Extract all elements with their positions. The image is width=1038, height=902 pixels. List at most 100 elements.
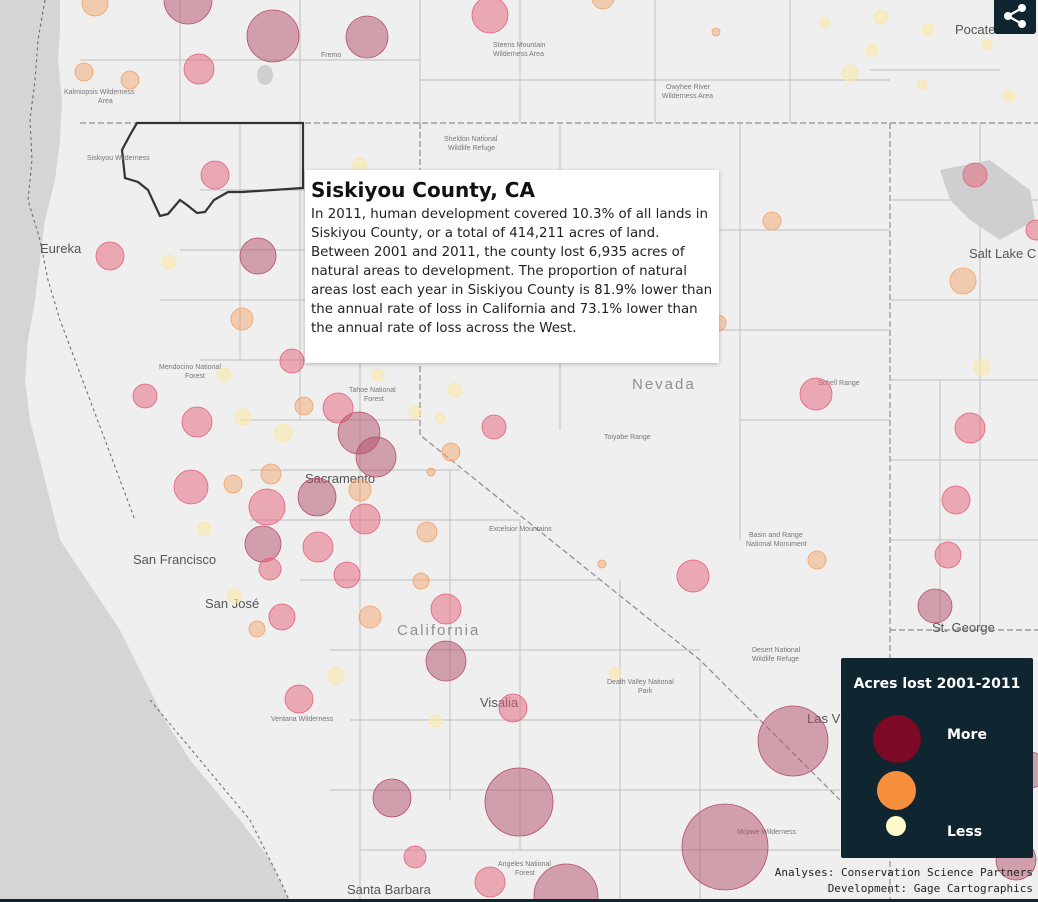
county-circle[interactable] xyxy=(1025,219,1038,241)
county-circle[interactable] xyxy=(234,408,252,426)
county-circle[interactable] xyxy=(591,0,615,10)
county-circle[interactable] xyxy=(183,53,215,85)
county-circle[interactable] xyxy=(434,412,446,424)
svg-text:Schell Range: Schell Range xyxy=(818,380,860,387)
county-circle[interactable] xyxy=(223,474,243,494)
county-circle[interactable] xyxy=(447,382,463,398)
county-circle[interactable] xyxy=(441,442,461,462)
county-circle[interactable] xyxy=(273,423,293,443)
county-circle[interactable] xyxy=(371,368,385,382)
county-popup: Siskiyou County, CA In 2011, human devel… xyxy=(305,170,719,363)
county-circle[interactable] xyxy=(173,469,209,505)
county-circle[interactable] xyxy=(95,241,125,271)
county-circle[interactable] xyxy=(348,478,372,502)
county-circle[interactable] xyxy=(941,485,971,515)
county-circle[interactable] xyxy=(196,521,212,537)
county-circle[interactable] xyxy=(345,15,389,59)
county-circle[interactable] xyxy=(681,803,769,891)
county-circle[interactable] xyxy=(248,620,266,638)
county-circle[interactable] xyxy=(163,0,213,25)
legend: Acres lost 2001-2011 More Less xyxy=(841,658,1033,858)
county-circle[interactable] xyxy=(481,414,507,440)
county-circle[interactable] xyxy=(676,559,710,593)
svg-text:Mojave Wilderness: Mojave Wilderness xyxy=(737,829,797,836)
county-circle[interactable] xyxy=(408,405,422,419)
county-circle[interactable] xyxy=(322,392,354,424)
county-circle[interactable] xyxy=(297,477,337,517)
county-circle[interactable] xyxy=(1002,89,1016,103)
svg-text:Eureka: Eureka xyxy=(40,241,82,256)
county-circle[interactable] xyxy=(916,79,928,91)
county-circle[interactable] xyxy=(973,358,991,376)
county-circle[interactable] xyxy=(819,17,831,29)
county-circle[interactable] xyxy=(762,211,782,231)
county-circle[interactable] xyxy=(260,463,282,485)
county-circle[interactable] xyxy=(807,550,827,570)
county-circle[interactable] xyxy=(873,9,889,25)
county-circle[interactable] xyxy=(279,348,305,374)
county-circle[interactable] xyxy=(403,845,427,869)
acres-lost-circles[interactable] xyxy=(74,0,1038,902)
county-circle[interactable] xyxy=(349,503,381,535)
county-circle[interactable] xyxy=(429,714,443,728)
county-circle[interactable] xyxy=(132,383,158,409)
county-circle[interactable] xyxy=(799,377,833,411)
county-circle[interactable] xyxy=(757,705,829,777)
svg-text:Wilderness Area: Wilderness Area xyxy=(493,51,544,58)
county-circle[interactable] xyxy=(962,162,988,188)
county-circle[interactable] xyxy=(484,767,554,837)
county-circle[interactable] xyxy=(471,0,509,34)
county-circle[interactable] xyxy=(498,693,528,723)
credits-development: Development: Gage Cartographics xyxy=(827,882,1033,895)
county-circle[interactable] xyxy=(934,541,962,569)
county-circle[interactable] xyxy=(294,396,314,416)
county-circle[interactable] xyxy=(258,557,282,581)
svg-text:San José: San José xyxy=(205,596,259,611)
county-circle[interactable] xyxy=(474,866,506,898)
county-circle[interactable] xyxy=(230,307,254,331)
county-circle[interactable] xyxy=(917,588,953,624)
county-circle[interactable] xyxy=(302,531,334,563)
county-circle[interactable] xyxy=(327,667,345,685)
county-circle[interactable] xyxy=(358,605,382,629)
county-circle[interactable] xyxy=(372,778,412,818)
county-circle[interactable] xyxy=(333,561,361,589)
county-circle[interactable] xyxy=(239,237,277,275)
county-circle[interactable] xyxy=(430,593,462,625)
share-button[interactable] xyxy=(994,0,1036,34)
county-circle[interactable] xyxy=(412,572,430,590)
credits: Analyses: Conservation Science Partners … xyxy=(775,865,1033,897)
county-circle[interactable] xyxy=(181,406,213,438)
county-circle[interactable] xyxy=(865,43,879,57)
county-circle[interactable] xyxy=(200,160,230,190)
county-circle[interactable] xyxy=(921,23,935,37)
county-circle[interactable] xyxy=(981,38,993,50)
county-circle[interactable] xyxy=(949,267,977,295)
county-circle[interactable] xyxy=(284,684,314,714)
svg-text:Park: Park xyxy=(638,688,653,695)
county-circle[interactable] xyxy=(81,0,109,17)
coastal-boundary-2 xyxy=(149,699,291,902)
county-circle[interactable] xyxy=(74,62,94,82)
county-circle[interactable] xyxy=(120,70,140,90)
county-circle[interactable] xyxy=(216,367,232,383)
county-circle[interactable] xyxy=(416,521,438,543)
county-circle[interactable] xyxy=(244,525,282,563)
county-circle[interactable] xyxy=(161,254,177,270)
county-circle[interactable] xyxy=(608,666,622,680)
county-circle[interactable] xyxy=(355,436,397,478)
county-circle[interactable] xyxy=(268,603,296,631)
county-circle[interactable] xyxy=(533,863,599,902)
county-circle[interactable] xyxy=(426,467,436,477)
legend-mid-circle xyxy=(877,771,916,810)
county-circle[interactable] xyxy=(246,9,300,63)
siskiyou-county-outline[interactable] xyxy=(120,121,305,218)
county-circle[interactable] xyxy=(597,559,607,569)
county-circle[interactable] xyxy=(227,588,243,604)
county-circle[interactable] xyxy=(248,488,286,526)
county-circle[interactable] xyxy=(841,64,859,82)
county-circle[interactable] xyxy=(711,27,721,37)
county-circle[interactable] xyxy=(954,412,986,444)
county-circle[interactable] xyxy=(425,640,467,682)
